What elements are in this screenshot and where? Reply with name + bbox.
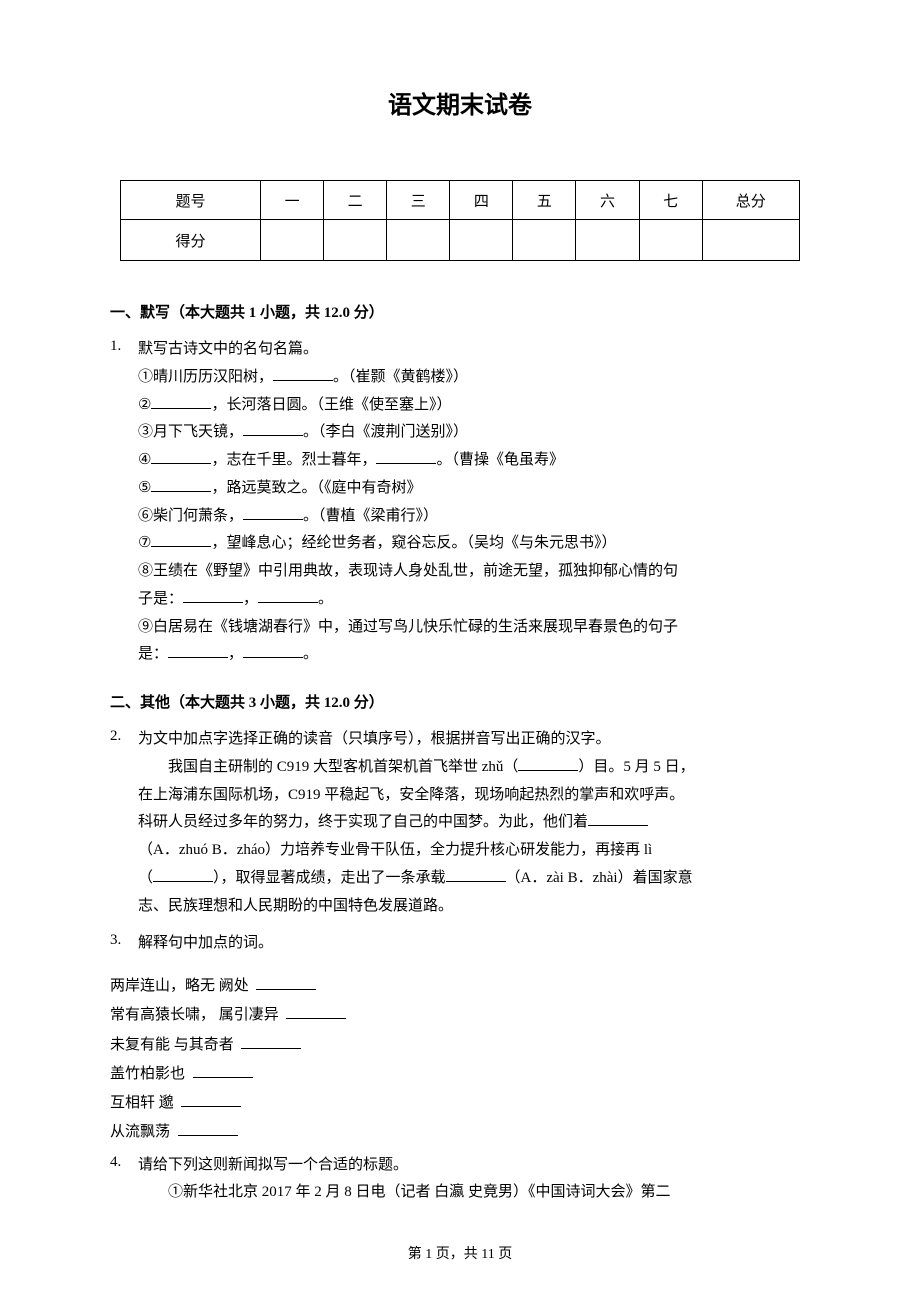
answer-blank[interactable] <box>178 1120 238 1136</box>
score-cell[interactable] <box>450 220 513 261</box>
fill-blank-item: ⑤，路远莫致之。（《庭中有奇树》 <box>138 475 810 503</box>
answer-blank[interactable] <box>273 365 333 381</box>
fill-blank-item: ⑧王绩在《野望》中引用典故，表现诗人身处乱世，前途无望，孤独抑郁心情的句 子是：… <box>138 558 810 614</box>
answer-blank[interactable] <box>588 810 648 826</box>
passage-text: （A．zhuó B．zháo）力培养专业骨干队伍，全力提升核心研发能力，再接再 … <box>138 837 810 865</box>
fill-blank-item: ⑥柴门何萧条，。（曹植《梁甫行》） <box>138 503 810 531</box>
score-cell[interactable] <box>513 220 576 261</box>
header-cell: 三 <box>387 181 450 220</box>
vocab-item: 常有高猿长啸， 属引凄异 <box>110 1001 810 1030</box>
answer-blank[interactable] <box>518 755 578 771</box>
answer-blank[interactable] <box>168 642 228 658</box>
answer-blank[interactable] <box>241 1033 301 1049</box>
fill-blank-item: ②，长河落日圆。（王维《使至塞上》） <box>138 392 810 420</box>
answer-blank[interactable] <box>243 642 303 658</box>
header-cell: 题号 <box>121 181 261 220</box>
passage-text: 在上海浦东国际机场，C919 平稳起飞，安全降落，现场响起热烈的掌声和欢呼声。 <box>138 782 810 810</box>
answer-blank[interactable] <box>151 476 211 492</box>
fill-blank-item: ③月下飞天镜，。（李白《渡荆门送别》） <box>138 419 810 447</box>
header-cell: 总分 <box>702 181 799 220</box>
row-label: 得分 <box>121 220 261 261</box>
answer-blank[interactable] <box>446 866 506 882</box>
answer-blank[interactable] <box>243 420 303 436</box>
fill-blank-item: ④，志在千里。烈士暮年，。（曹操《龟虽寿》 <box>138 447 810 475</box>
header-cell: 五 <box>513 181 576 220</box>
answer-blank[interactable] <box>151 448 211 464</box>
passage-text: 科研人员经过多年的努力，终于实现了自己的中国梦。为此，他们着 <box>138 809 810 837</box>
answer-blank[interactable] <box>193 1062 253 1078</box>
vocab-item: 互相轩 邈 <box>110 1089 810 1118</box>
section-2-heading: 二、其他（本大题共 3 小题，共 12.0 分） <box>110 691 810 712</box>
passage-text: 我国自主研制的 C919 大型客机首架机首飞举世 zhǔ（）目。5 月 5 日， <box>138 754 810 782</box>
answer-blank[interactable] <box>286 1003 346 1019</box>
header-cell: 二 <box>324 181 387 220</box>
section-1-heading: 一、默写（本大题共 1 小题，共 12.0 分） <box>110 301 810 322</box>
table-row: 得分 <box>121 220 800 261</box>
header-cell: 四 <box>450 181 513 220</box>
vocab-item: 盖竹柏影也 <box>110 1060 810 1089</box>
answer-blank[interactable] <box>243 504 303 520</box>
answer-blank[interactable] <box>181 1091 241 1107</box>
answer-blank[interactable] <box>151 393 211 409</box>
vocab-item: 从流飘荡 <box>110 1118 810 1147</box>
fill-blank-item: ⑦，望峰息心；经纶世务者，窥谷忘反。（吴均《与朱元思书》） <box>138 530 810 558</box>
answer-blank[interactable] <box>153 866 213 882</box>
question-number: 2. <box>110 726 138 745</box>
score-cell[interactable] <box>261 220 324 261</box>
question-lead: 默写古诗文中的名句名篇。 <box>138 336 810 364</box>
table-row: 题号 一 二 三 四 五 六 七 总分 <box>121 181 800 220</box>
score-cell[interactable] <box>639 220 702 261</box>
header-cell: 一 <box>261 181 324 220</box>
fill-blank-item: ①晴川历历汉阳树，。（崔颢《黄鹤楼》） <box>138 364 810 392</box>
answer-blank[interactable] <box>258 587 318 603</box>
fill-blank-item: ⑨白居易在《钱塘湖春行》中，通过写鸟儿快乐忙碌的生活来展现早春景色的句子 是：，… <box>138 614 810 670</box>
passage-text: （），取得显著成绩，走出了一条承载（A．zài B．zhài）着国家意 <box>138 865 810 893</box>
question-lead: 解释句中加点的词。 <box>138 930 810 958</box>
question-lead: 请给下列这则新闻拟写一个合适的标题。 <box>138 1152 810 1180</box>
answer-blank[interactable] <box>151 531 211 547</box>
score-table: 题号 一 二 三 四 五 六 七 总分 得分 <box>120 180 800 261</box>
score-cell[interactable] <box>702 220 799 261</box>
question-lead: 为文中加点字选择正确的读音（只填序号），根据拼音写出正确的汉字。 <box>138 726 810 754</box>
page-footer: 第 1 页，共 11 页 <box>110 1243 810 1263</box>
question-number: 3. <box>110 930 138 949</box>
vocab-item: 两岸连山，略无 阙处 <box>110 972 810 1001</box>
question-number: 1. <box>110 336 138 355</box>
answer-blank[interactable] <box>256 974 316 990</box>
question-number: 4. <box>110 1152 138 1171</box>
passage-text: ①新华社北京 2017 年 2 月 8 日电（记者 白瀛 史竟男）《中国诗词大会… <box>138 1179 810 1207</box>
score-cell[interactable] <box>324 220 387 261</box>
score-cell[interactable] <box>387 220 450 261</box>
header-cell: 七 <box>639 181 702 220</box>
page-title: 语文期末试卷 <box>110 85 810 120</box>
answer-blank[interactable] <box>183 587 243 603</box>
header-cell: 六 <box>576 181 639 220</box>
passage-text: 志、民族理想和人民期盼的中国特色发展道路。 <box>138 893 810 921</box>
answer-blank[interactable] <box>376 448 436 464</box>
score-cell[interactable] <box>576 220 639 261</box>
vocab-item: 未复有能 与其奇者 <box>110 1031 810 1060</box>
